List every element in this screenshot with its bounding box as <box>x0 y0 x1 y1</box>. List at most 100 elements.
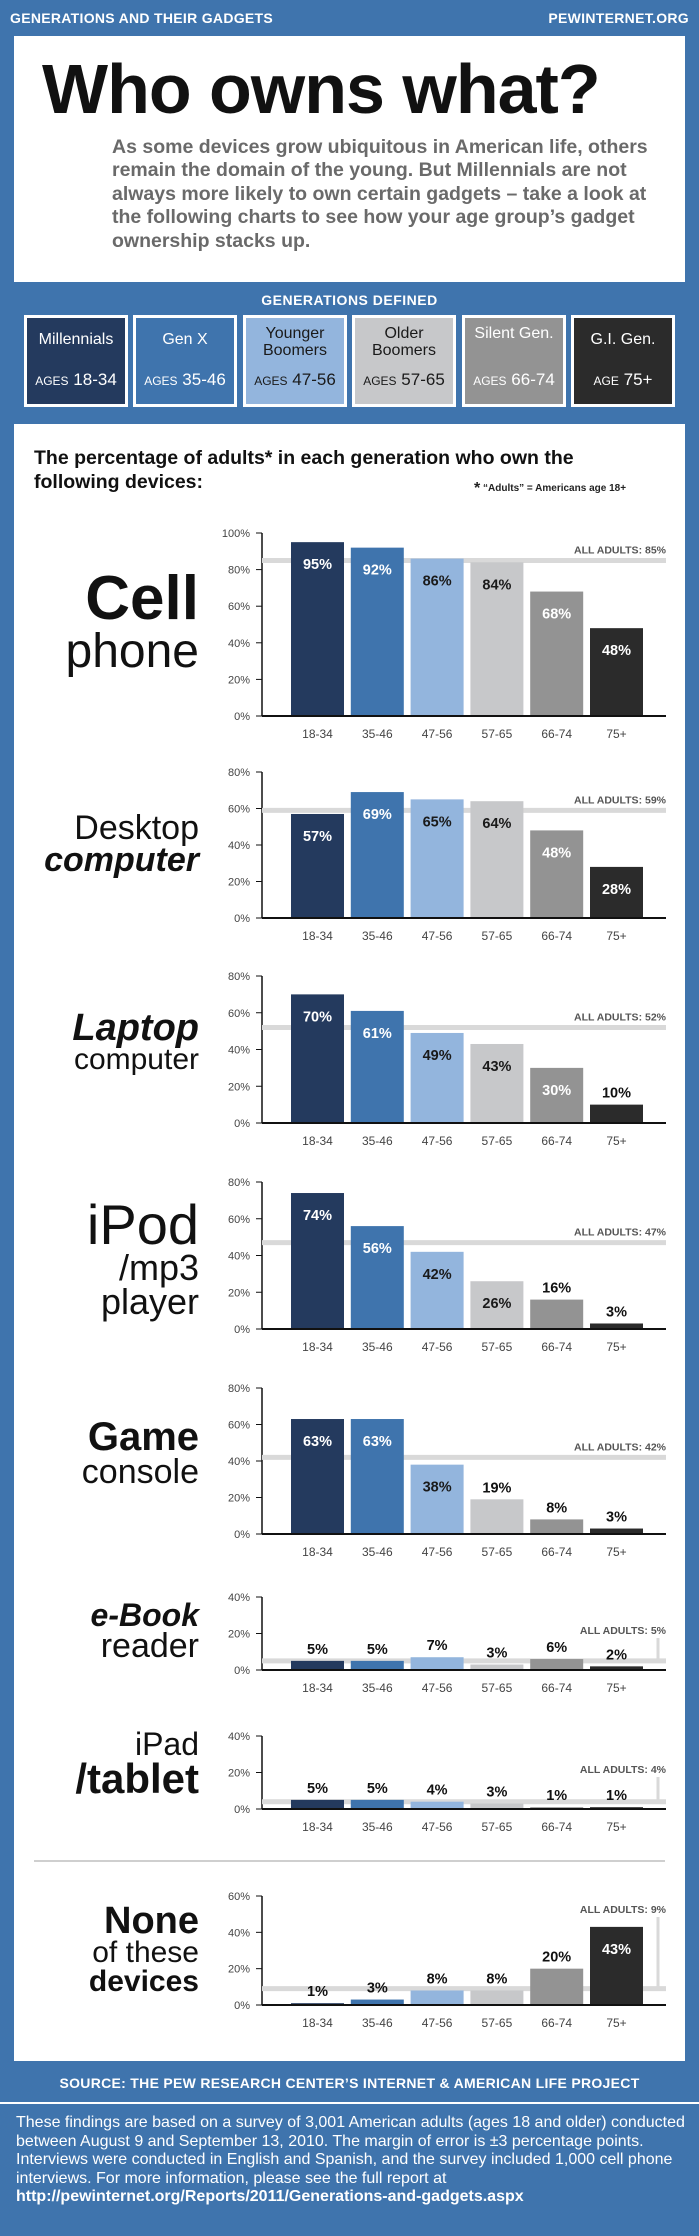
bar-value-label: 56% <box>363 1241 392 1257</box>
generation-age-range: 35-46 <box>177 370 226 389</box>
generation-age-prefix: AGES <box>473 374 507 388</box>
y-tick-label: 60% <box>228 1008 250 1020</box>
x-tick-label: 47-56 <box>422 1545 453 1559</box>
intro-text: As some devices grow ubiquitous in Ameri… <box>112 136 648 252</box>
bar <box>470 1990 524 2005</box>
x-tick-label: 47-56 <box>422 1681 453 1695</box>
bar <box>470 1664 524 1670</box>
bar <box>291 1660 344 1670</box>
all-adults-label: ALL ADULTS: 42% <box>574 1441 667 1453</box>
x-tick-label: 47-56 <box>422 1340 453 1354</box>
x-tick-label: 18-34 <box>302 1681 333 1695</box>
x-tick-label: 75+ <box>606 1820 626 1834</box>
x-tick-label: 66-74 <box>541 727 572 741</box>
bar-value-label: 1% <box>546 1788 567 1804</box>
bar-value-label: 1% <box>307 1984 328 2000</box>
x-tick-label: 75+ <box>606 1681 626 1695</box>
source-line: SOURCE: THE PEW RESEARCH CENTER’S INTERN… <box>59 2075 640 2091</box>
device-label-line: /mp3 <box>118 1247 199 1289</box>
bar-value-label: 4% <box>427 1783 448 1799</box>
y-tick-label: 80% <box>228 971 250 983</box>
bar <box>590 1926 643 2005</box>
bar-value-label: 74% <box>303 1208 332 1224</box>
x-tick-label: 35-46 <box>362 727 393 741</box>
device-label: Cell phone <box>66 568 199 676</box>
generation-age-prefix: AGE <box>593 374 619 388</box>
generation-box: Gen X AGES 35-46 <box>133 315 237 407</box>
device-label-line: reader <box>100 1627 199 1666</box>
y-tick-label: 20% <box>228 877 250 889</box>
generation-age-prefix: AGES <box>254 374 288 388</box>
x-tick-label: 18-34 <box>302 727 333 741</box>
y-tick-label: 0% <box>234 1324 250 1336</box>
y-tick-label: 60% <box>228 804 250 816</box>
generation-box: Millennials AGES 18-34 <box>24 315 128 407</box>
x-tick-label: 57-65 <box>482 929 513 943</box>
x-tick-label: 47-56 <box>422 727 453 741</box>
bar <box>350 792 404 918</box>
x-tick-label: 66-74 <box>541 1681 572 1695</box>
bar-value-label: 64% <box>482 816 511 832</box>
bar <box>350 1999 404 2005</box>
bar-value-label: 3% <box>606 1510 627 1526</box>
device-label-line: /tablet <box>75 1755 199 1803</box>
report-link[interactable]: http://pewinternet.org/Reports/2011/Gene… <box>16 2188 524 2206</box>
bar-value-label: 8% <box>427 1971 448 1987</box>
y-tick-label: 40% <box>228 1927 250 1939</box>
y-tick-label: 100% <box>222 528 250 540</box>
bar-value-label: 42% <box>423 1267 452 1283</box>
all-adults-label: ALL ADULTS: 47% <box>574 1227 667 1239</box>
bar-value-label: 3% <box>606 1304 627 1320</box>
all-adults-label: ALL ADULTS: 9% <box>580 1904 667 1916</box>
generation-box: Younger Boomers AGES 47-56 <box>243 315 347 407</box>
y-tick-label: 0% <box>234 711 250 723</box>
bar-value-label: 28% <box>602 882 631 898</box>
bar <box>590 1528 643 1534</box>
bar-value-label: 57% <box>303 829 332 845</box>
x-tick-label: 35-46 <box>362 1545 393 1559</box>
bar <box>410 1251 464 1329</box>
x-tick-label: 66-74 <box>541 2016 572 2030</box>
bar-value-label: 86% <box>423 574 452 590</box>
x-tick-label: 57-65 <box>482 1820 513 1834</box>
y-tick-label: 40% <box>228 1456 250 1468</box>
x-tick-label: 57-65 <box>482 1545 513 1559</box>
hero-panel: Who owns what? As some devices grow ubiq… <box>14 36 685 282</box>
y-tick-label: 0% <box>234 1804 250 1816</box>
bar-value-label: 8% <box>486 1971 507 1987</box>
generation-age-prefix: AGES <box>144 374 178 388</box>
generation-age-range: 57-65 <box>396 370 445 389</box>
x-tick-label: 35-46 <box>362 1340 393 1354</box>
y-tick-label: 0% <box>234 1118 250 1130</box>
y-tick-label: 0% <box>234 1529 250 1541</box>
generations-title: GENERATIONS DEFINED <box>261 292 438 308</box>
device-label: Game console <box>82 1417 199 1489</box>
x-tick-label: 66-74 <box>541 1134 572 1148</box>
y-tick-label: 0% <box>234 1665 250 1677</box>
bar-value-label: 49% <box>423 1048 452 1064</box>
bar <box>410 799 464 918</box>
all-adults-label: ALL ADULTS: 59% <box>574 794 667 806</box>
all-adults-label: ALL ADULTS: 85% <box>574 544 667 556</box>
bar-value-label: 8% <box>546 1500 567 1516</box>
bar-value-label: 65% <box>423 814 452 830</box>
x-tick-label: 75+ <box>606 727 626 741</box>
bar-value-label: 5% <box>367 1781 388 1797</box>
device-label: Laptop computer <box>72 1009 199 1075</box>
generation-name: Older Boomers <box>371 325 437 359</box>
generation-ages: AGES 35-46 <box>136 370 234 390</box>
site-link[interactable]: PEWINTERNET.ORG <box>548 10 689 26</box>
bar <box>350 547 404 716</box>
x-tick-label: 47-56 <box>422 1134 453 1148</box>
x-tick-label: 75+ <box>606 1545 626 1559</box>
charts-heading: The percentage of adults* in each genera… <box>34 447 574 494</box>
y-tick-label: 40% <box>228 1251 250 1263</box>
y-tick-label: 0% <box>234 913 250 925</box>
y-tick-label: 80% <box>228 1177 250 1189</box>
x-tick-label: 66-74 <box>541 929 572 943</box>
device-label-line: iPad <box>134 1726 199 1762</box>
y-tick-label: 20% <box>228 1768 250 1780</box>
generation-ages: AGE 75+ <box>574 370 672 390</box>
bar <box>530 1519 584 1534</box>
